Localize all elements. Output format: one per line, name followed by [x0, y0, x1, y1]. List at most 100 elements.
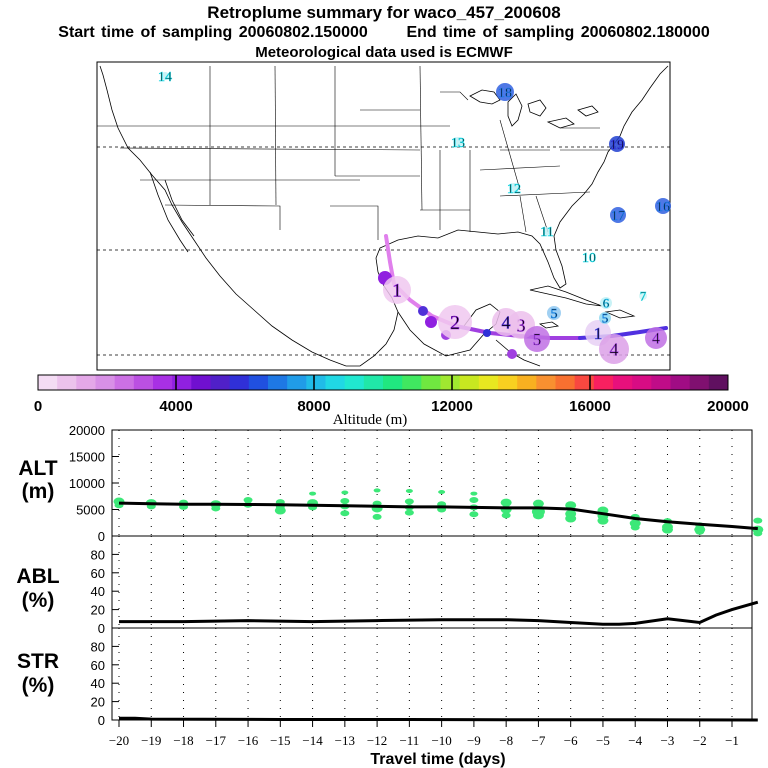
colorbar-cells — [38, 375, 729, 390]
abl-y-ticks: 0 20 40 60 80 — [91, 547, 119, 636]
x-tick-label-2: −18 — [173, 733, 193, 748]
alt-point-41 — [565, 501, 577, 510]
alt-point-58 — [753, 530, 763, 537]
map-halo-0 — [383, 276, 411, 304]
colorbar-cell-12 — [268, 375, 288, 390]
colorbar-cell-13 — [287, 375, 307, 390]
chart-title: Retroplume summary for waco_457_200608 — [207, 3, 561, 22]
colorbar-tick-label-5: 20000 — [707, 398, 749, 415]
colorbar-cell-35 — [708, 375, 729, 390]
map-day-label-19: 18 — [498, 86, 512, 101]
map-halo-6 — [645, 327, 667, 349]
alt-point-26 — [404, 509, 414, 516]
x-tick-label-19: −1 — [725, 733, 739, 748]
str-ytick-label-4: 80 — [91, 639, 105, 654]
map-halo-18 — [610, 207, 626, 223]
colorbar-cell-31 — [632, 375, 652, 390]
colorbar-cell-27 — [555, 375, 576, 390]
map-halo-13 — [543, 227, 551, 235]
x-tick-label-9: −11 — [399, 733, 419, 748]
alt-point-55 — [695, 528, 705, 535]
x-tick-label-17: −3 — [661, 733, 675, 748]
map-halo-4 — [492, 308, 520, 336]
alt-ytick-label-4: 20000 — [69, 423, 105, 438]
str-ytick-label-0: 0 — [98, 713, 105, 728]
alt-point-38 — [532, 499, 544, 508]
map-day-label-1: 1 — [594, 324, 603, 343]
x-tick-label-3: −17 — [206, 733, 227, 748]
map-halo-20 — [609, 136, 625, 152]
colorbar-cell-21 — [440, 375, 461, 390]
colorbar-cell-26 — [536, 375, 556, 390]
alt-ytick-label-3: 15000 — [69, 450, 105, 465]
map-day-label-16: 14 — [158, 70, 172, 85]
map-day-label-3: 3 — [517, 315, 526, 335]
abl-panel-unit: (%) — [22, 589, 55, 612]
colorbar-cell-14 — [306, 375, 326, 390]
map-day-label-20: 19 — [610, 138, 624, 153]
str-y-ticks: 0 20 40 60 80 — [91, 639, 119, 728]
alt-points — [113, 488, 764, 537]
abl-ytick-label-0: 0 — [98, 621, 105, 636]
colorbar-cell-17 — [363, 375, 384, 390]
colorbar-cell-28 — [574, 375, 595, 390]
x-tick-label-6: −14 — [302, 733, 323, 748]
x-tick-label-5: −15 — [270, 733, 290, 748]
colorbar-cell-8 — [191, 375, 211, 390]
colorbar-cell-33 — [670, 375, 691, 390]
alt-point-8 — [243, 496, 253, 503]
str-ytick-label-3: 60 — [91, 658, 105, 673]
map-halo-7 — [524, 326, 550, 352]
colorbar-cell-0 — [38, 375, 58, 390]
alt-point-31 — [469, 496, 479, 503]
colorbar-cell-34 — [689, 375, 710, 390]
alt-point-43 — [565, 514, 577, 523]
x-tick-label-11: −9 — [467, 733, 481, 748]
colorbar-cell-2 — [76, 375, 96, 390]
alt-point-7 — [211, 505, 221, 512]
abl-ytick-label-1: 20 — [91, 603, 105, 618]
map-day-label-18: 17 — [611, 209, 625, 224]
map-halo-2 — [438, 305, 472, 339]
colorbar-cell-3 — [95, 375, 116, 390]
map-day-label-11: 7 — [640, 289, 647, 304]
x-tick-label-12: −8 — [499, 733, 513, 748]
colorbar-cell-15 — [325, 375, 346, 390]
colorbar-cell-11 — [248, 375, 269, 390]
colorbar-tick-label-3: 12000 — [431, 398, 473, 415]
x-tick-label-15: −5 — [596, 733, 610, 748]
map-day-label-17: 16 — [656, 200, 670, 215]
end-label: End time of sampling — [406, 24, 575, 41]
str-panel-unit: (%) — [22, 674, 55, 697]
map-dot-0 — [425, 316, 437, 328]
colorbar-cell-23 — [478, 375, 499, 390]
alt-point-33 — [469, 511, 479, 518]
colorbar-cell-18 — [383, 375, 403, 390]
colorbar-cell-32 — [651, 375, 671, 390]
alt-point-12 — [274, 506, 286, 515]
x-tick-label-16: −4 — [628, 733, 642, 748]
x-axis-label: Travel time (days) — [370, 751, 505, 768]
x-tick-label-13: −7 — [531, 733, 545, 748]
str-panel-name: STR — [17, 650, 59, 673]
map-dot-3 — [483, 329, 491, 337]
colorbar-tick-label-0: 0 — [34, 398, 42, 415]
colorbar-cell-1 — [57, 375, 77, 390]
colorbar-cell-20 — [421, 375, 441, 390]
alt-point-49 — [630, 524, 640, 531]
map-halo-9 — [599, 312, 611, 324]
alt-y-ticks: 0 5000 10000 15000 20000 — [69, 423, 119, 544]
colorbar-cell-9 — [210, 375, 231, 390]
alt-panel-name: ALT — [18, 457, 57, 480]
sampling-times: Start time of sampling 20060802.150000 E… — [0, 24, 768, 42]
abl-ytick-label-3: 60 — [91, 566, 105, 581]
map-day-label-14: 12 — [507, 182, 521, 197]
x-tick-label-1: −19 — [141, 733, 161, 748]
map-day-label-6: 4 — [652, 331, 660, 348]
map-day-label-10: 6 — [603, 296, 610, 311]
colorbar-tick-label-1: 4000 — [159, 398, 192, 415]
colorbar-cell-25 — [517, 375, 537, 390]
colorbar-tick-label-2: 8000 — [297, 398, 330, 415]
